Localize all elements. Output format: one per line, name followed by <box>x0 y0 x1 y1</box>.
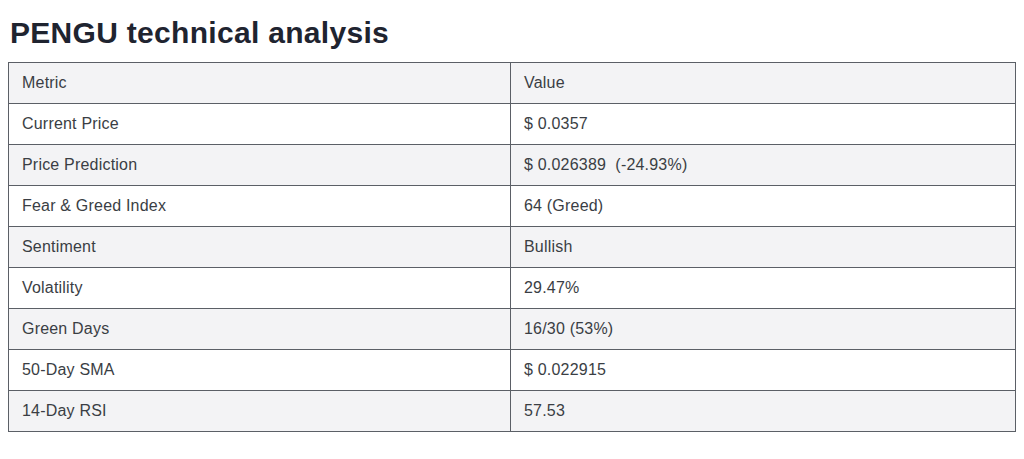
metric-cell: Sentiment <box>9 227 511 268</box>
value-cell: 16/30 (53%) <box>511 309 1016 350</box>
metric-cell: 50-Day SMA <box>9 350 511 391</box>
value-cell: 57.53 <box>511 391 1016 432</box>
value-cell: Bullish <box>511 227 1016 268</box>
value-cell: 64 (Greed) <box>511 186 1016 227</box>
table-row-volatility: Volatility 29.47% <box>9 268 1016 309</box>
metric-cell: 14-Day RSI <box>9 391 511 432</box>
table-row-green-days: Green Days 16/30 (53%) <box>9 309 1016 350</box>
table-header-row: Metric Value <box>9 63 1016 104</box>
table-row-14-day-rsi: 14-Day RSI 57.53 <box>9 391 1016 432</box>
value-cell: $ 0.026389 (-24.93%) <box>511 145 1016 186</box>
value-cell: $ 0.0357 <box>511 104 1016 145</box>
metric-cell: Current Price <box>9 104 511 145</box>
table-row-fear-greed-index: Fear & Greed Index 64 (Greed) <box>9 186 1016 227</box>
metric-cell: Volatility <box>9 268 511 309</box>
table-row-sentiment: Sentiment Bullish <box>9 227 1016 268</box>
value-cell: 29.47% <box>511 268 1016 309</box>
metric-cell: Green Days <box>9 309 511 350</box>
column-header-metric: Metric <box>9 63 511 104</box>
table-row-current-price: Current Price $ 0.0357 <box>9 104 1016 145</box>
value-cell: $ 0.022915 <box>511 350 1016 391</box>
metric-cell: Price Prediction <box>9 145 511 186</box>
metric-cell: Fear & Greed Index <box>9 186 511 227</box>
table-body: Current Price $ 0.0357 Price Prediction … <box>9 104 1016 432</box>
table-row-price-prediction: Price Prediction $ 0.026389 (-24.93%) <box>9 145 1016 186</box>
column-header-value: Value <box>511 63 1016 104</box>
page: PENGU technical analysis Metric Value Cu… <box>0 0 1024 459</box>
page-title: PENGU technical analysis <box>10 4 1016 62</box>
technical-analysis-table: Metric Value Current Price $ 0.0357 Pric… <box>8 62 1016 432</box>
table-head: Metric Value <box>9 63 1016 104</box>
table-row-50-day-sma: 50-Day SMA $ 0.022915 <box>9 350 1016 391</box>
